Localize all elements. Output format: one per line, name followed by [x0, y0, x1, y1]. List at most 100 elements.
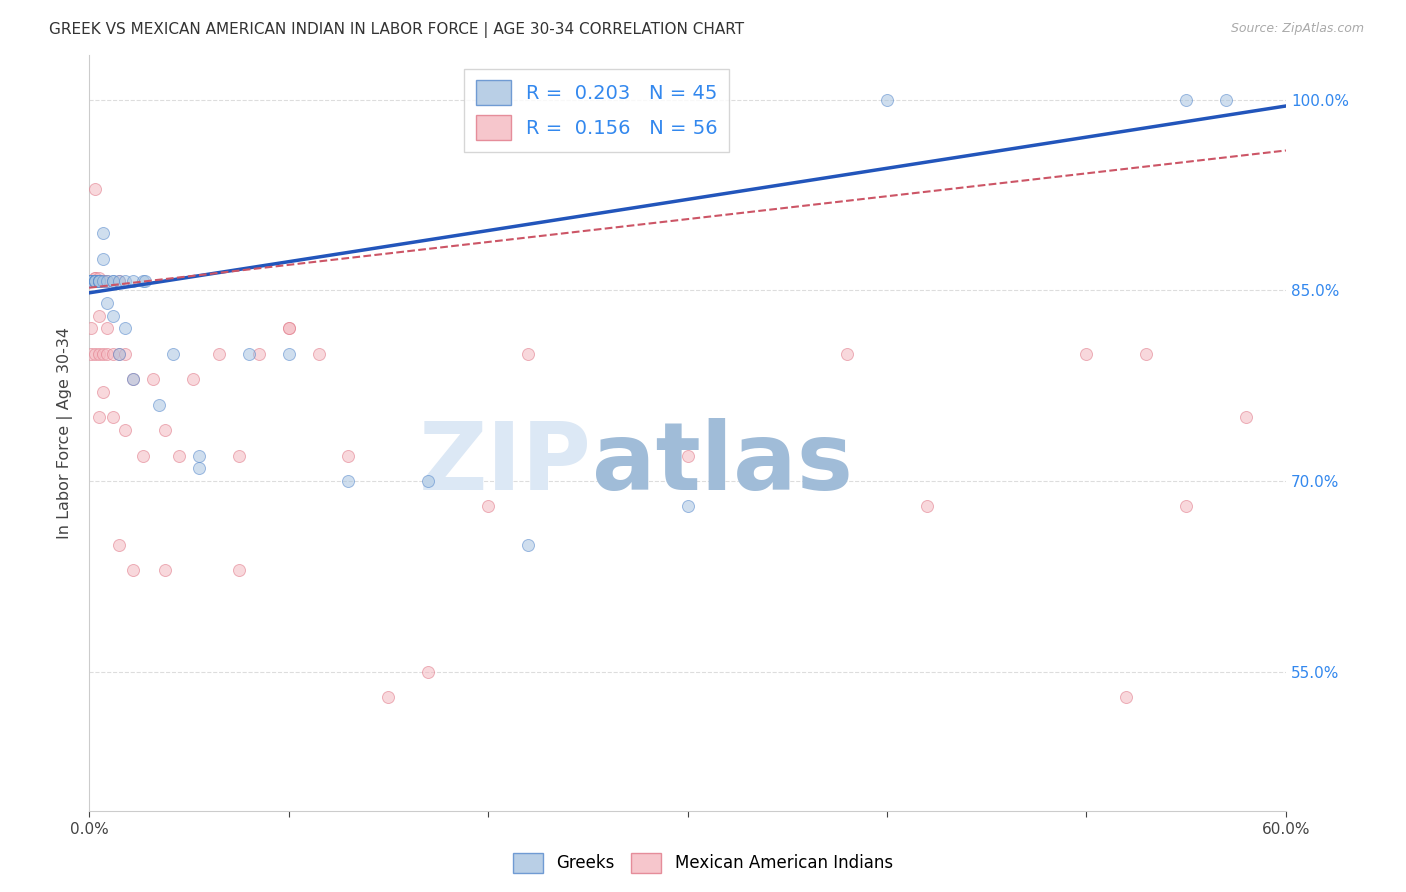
Point: [676, 449, 699, 463]
Point: [80, 274, 103, 288]
Point: [84, 270, 107, 285]
Point: [84, 181, 107, 195]
Point: [337, 474, 360, 488]
Point: [84, 270, 107, 285]
Point: [167, 449, 190, 463]
Point: [153, 423, 176, 437]
Point: [114, 423, 136, 437]
Point: [101, 274, 124, 288]
Point: [80, 274, 103, 288]
Point: [80, 274, 103, 288]
Point: [114, 347, 136, 361]
Point: [80, 274, 103, 288]
Point: [89, 274, 111, 288]
Point: [101, 309, 124, 323]
Point: [277, 321, 299, 335]
Point: [122, 563, 145, 577]
Point: [277, 321, 299, 335]
Point: [153, 563, 176, 577]
Point: [89, 274, 111, 288]
Point: [96, 296, 118, 310]
Point: [84, 274, 107, 288]
Point: [418, 474, 440, 488]
Point: [89, 274, 111, 288]
Point: [84, 274, 107, 288]
Point: [676, 500, 699, 514]
Point: [876, 93, 898, 107]
Point: [162, 347, 184, 361]
Point: [108, 537, 131, 551]
Point: [247, 347, 270, 361]
Legend: R =  0.203   N = 45, R =  0.156   N = 56: R = 0.203 N = 45, R = 0.156 N = 56: [464, 69, 730, 152]
Point: [517, 347, 540, 361]
Text: atlas: atlas: [592, 417, 853, 509]
Point: [308, 347, 330, 361]
Point: [1234, 410, 1257, 425]
Point: [114, 274, 136, 288]
Point: [132, 274, 155, 288]
Point: [1076, 347, 1098, 361]
Point: [114, 321, 136, 335]
Point: [837, 347, 859, 361]
Text: ZIP: ZIP: [419, 417, 592, 509]
Point: [108, 274, 131, 288]
Point: [84, 347, 107, 361]
Point: [91, 252, 114, 266]
Point: [122, 274, 145, 288]
Point: [89, 347, 111, 361]
Point: [96, 274, 118, 288]
Point: [101, 347, 124, 361]
Point: [80, 321, 103, 335]
Point: [89, 274, 111, 288]
Point: [1115, 690, 1137, 704]
Y-axis label: In Labor Force | Age 30-34: In Labor Force | Age 30-34: [58, 327, 73, 540]
Point: [277, 347, 299, 361]
Point: [148, 398, 170, 412]
Point: [80, 274, 103, 288]
Point: [91, 384, 114, 399]
Point: [84, 274, 107, 288]
Point: [91, 347, 114, 361]
Point: [89, 309, 111, 323]
Point: [89, 410, 111, 425]
Point: [96, 321, 118, 335]
Point: [84, 274, 107, 288]
Point: [91, 226, 114, 240]
Point: [377, 690, 399, 704]
Point: [238, 347, 260, 361]
Point: [80, 274, 103, 288]
Point: [84, 274, 107, 288]
Point: [96, 274, 118, 288]
Point: [1135, 347, 1157, 361]
Point: [228, 449, 250, 463]
Point: [477, 500, 499, 514]
Point: [181, 372, 204, 386]
Point: [80, 274, 103, 288]
Point: [208, 347, 231, 361]
Point: [132, 449, 155, 463]
Point: [89, 270, 111, 285]
Point: [91, 274, 114, 288]
Point: [80, 274, 103, 288]
Point: [187, 461, 209, 475]
Point: [108, 347, 131, 361]
Point: [122, 372, 145, 386]
Point: [108, 274, 131, 288]
Text: GREEK VS MEXICAN AMERICAN INDIAN IN LABOR FORCE | AGE 30-34 CORRELATION CHART: GREEK VS MEXICAN AMERICAN INDIAN IN LABO…: [49, 22, 744, 38]
Point: [101, 274, 124, 288]
Point: [134, 274, 156, 288]
Point: [418, 665, 440, 679]
Point: [1175, 500, 1198, 514]
Point: [228, 563, 250, 577]
Point: [142, 372, 165, 386]
Point: [96, 347, 118, 361]
Point: [1175, 93, 1198, 107]
Point: [91, 274, 114, 288]
Point: [80, 347, 103, 361]
Point: [101, 410, 124, 425]
Point: [80, 274, 103, 288]
Point: [80, 274, 103, 288]
Point: [122, 372, 145, 386]
Point: [84, 274, 107, 288]
Text: Source: ZipAtlas.com: Source: ZipAtlas.com: [1230, 22, 1364, 36]
